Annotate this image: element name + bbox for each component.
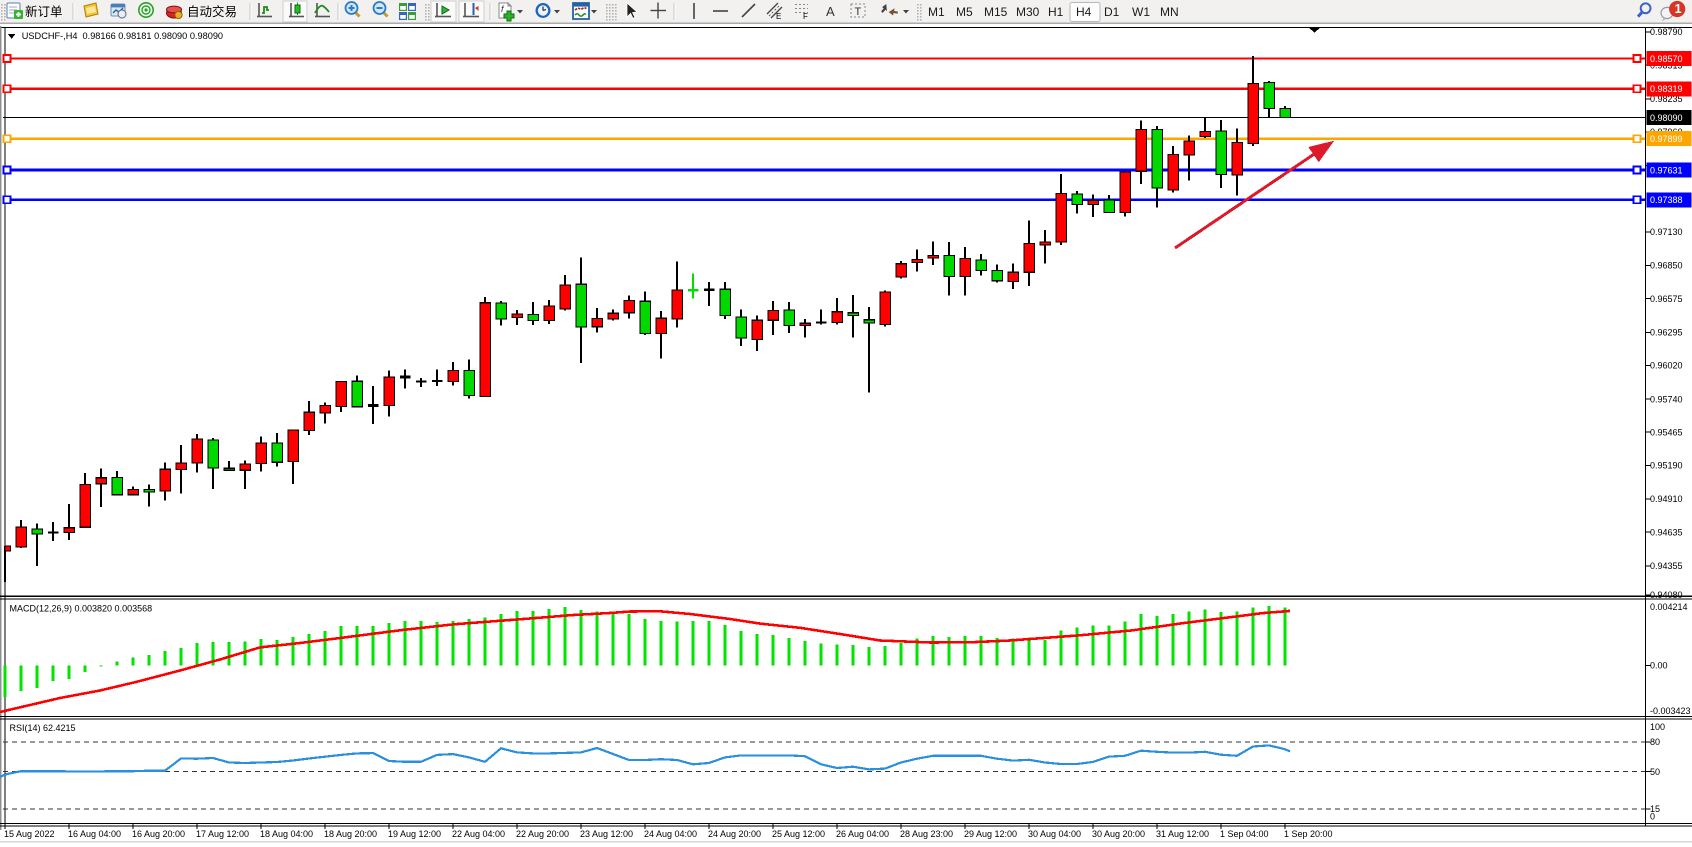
svg-text:0.94635: 0.94635	[1650, 527, 1683, 537]
svg-text:M1: M1	[928, 5, 945, 19]
svg-text:24 Aug 20:00: 24 Aug 20:00	[708, 829, 761, 839]
svg-text:0.00: 0.00	[1650, 661, 1668, 671]
svg-text:0.95740: 0.95740	[1650, 394, 1683, 404]
svg-text:0.96575: 0.96575	[1650, 294, 1683, 304]
svg-text:50: 50	[1650, 767, 1660, 777]
svg-text:31 Aug 12:00: 31 Aug 12:00	[1156, 829, 1209, 839]
svg-text:100: 100	[1650, 722, 1665, 732]
svg-text:H4: H4	[1076, 5, 1092, 19]
svg-text:D1: D1	[1104, 5, 1120, 19]
svg-text:0.004214: 0.004214	[1650, 602, 1688, 612]
svg-text:30 Aug 20:00: 30 Aug 20:00	[1092, 829, 1145, 839]
svg-text:28 Aug 23:00: 28 Aug 23:00	[900, 829, 953, 839]
svg-text:0.97631: 0.97631	[1650, 165, 1683, 175]
svg-text:1 Sep 20:00: 1 Sep 20:00	[1284, 829, 1333, 839]
svg-text:22 Aug 04:00: 22 Aug 04:00	[452, 829, 505, 839]
svg-text:18 Aug 20:00: 18 Aug 20:00	[324, 829, 377, 839]
svg-text:22 Aug 20:00: 22 Aug 20:00	[516, 829, 569, 839]
svg-text:0.97388: 0.97388	[1650, 195, 1683, 205]
svg-text:24 Aug 04:00: 24 Aug 04:00	[644, 829, 697, 839]
svg-text:0.94080: 0.94080	[1650, 590, 1683, 600]
svg-text:0.95465: 0.95465	[1650, 427, 1683, 437]
svg-text:0.96850: 0.96850	[1650, 261, 1683, 271]
svg-text:19 Aug 12:00: 19 Aug 12:00	[388, 829, 441, 839]
svg-text:-0.003423: -0.003423	[1650, 706, 1691, 716]
svg-text:25 Aug 12:00: 25 Aug 12:00	[772, 829, 825, 839]
svg-text:M15: M15	[984, 5, 1008, 19]
svg-text:MN: MN	[1160, 5, 1179, 19]
svg-text:16 Aug 04:00: 16 Aug 04:00	[68, 829, 121, 839]
svg-text:0.94910: 0.94910	[1650, 494, 1683, 504]
svg-text:自动交易: 自动交易	[187, 4, 237, 19]
svg-text:H1: H1	[1048, 5, 1064, 19]
svg-text:0.98319: 0.98319	[1650, 84, 1683, 94]
svg-text:15: 15	[1650, 804, 1660, 814]
svg-text:29 Aug 12:00: 29 Aug 12:00	[964, 829, 1017, 839]
svg-text:16 Aug 20:00: 16 Aug 20:00	[132, 829, 185, 839]
svg-text:0.98090: 0.98090	[1650, 113, 1683, 123]
svg-text:80: 80	[1650, 737, 1660, 747]
svg-text:0.96020: 0.96020	[1650, 361, 1683, 371]
svg-text:30 Aug 04:00: 30 Aug 04:00	[1028, 829, 1081, 839]
svg-text:新订单: 新订单	[25, 4, 63, 19]
svg-text:E: E	[776, 12, 781, 21]
svg-text:0.98790: 0.98790	[1650, 27, 1683, 37]
svg-text:1: 1	[1675, 2, 1682, 16]
svg-text:RSI(14) 62.4215: RSI(14) 62.4215	[10, 723, 76, 733]
svg-text:0.97899: 0.97899	[1650, 134, 1683, 144]
svg-text:0.94355: 0.94355	[1650, 561, 1683, 571]
svg-text:M30: M30	[1016, 5, 1040, 19]
svg-text:17 Aug 12:00: 17 Aug 12:00	[196, 829, 249, 839]
svg-text:F: F	[803, 12, 808, 21]
svg-text:M5: M5	[956, 5, 973, 19]
svg-text:0.96295: 0.96295	[1650, 328, 1683, 338]
svg-text:W1: W1	[1132, 5, 1150, 19]
svg-text:0.98235: 0.98235	[1650, 94, 1683, 104]
svg-text:f: f	[501, 4, 505, 14]
svg-text:A: A	[826, 4, 835, 19]
svg-text:15 Aug 2022: 15 Aug 2022	[4, 829, 55, 839]
svg-text:23 Aug 12:00: 23 Aug 12:00	[580, 829, 633, 839]
svg-text:0.98570: 0.98570	[1650, 54, 1683, 64]
svg-text:18 Aug 04:00: 18 Aug 04:00	[260, 829, 313, 839]
svg-text:0.95190: 0.95190	[1650, 461, 1683, 471]
svg-text:1 Sep 04:00: 1 Sep 04:00	[1220, 829, 1269, 839]
svg-text:0: 0	[1650, 812, 1655, 822]
svg-text:0.97130: 0.97130	[1650, 227, 1683, 237]
svg-text:MACD(12,26,9) 0.003820 0.00356: MACD(12,26,9) 0.003820 0.003568	[10, 604, 153, 614]
svg-text:T: T	[855, 6, 862, 18]
svg-text:26 Aug 04:00: 26 Aug 04:00	[836, 829, 889, 839]
svg-text:USDCHF-,H4 0.98166 0.98181 0.: USDCHF-,H4 0.98166 0.98181 0.98090 0.980…	[22, 31, 223, 41]
